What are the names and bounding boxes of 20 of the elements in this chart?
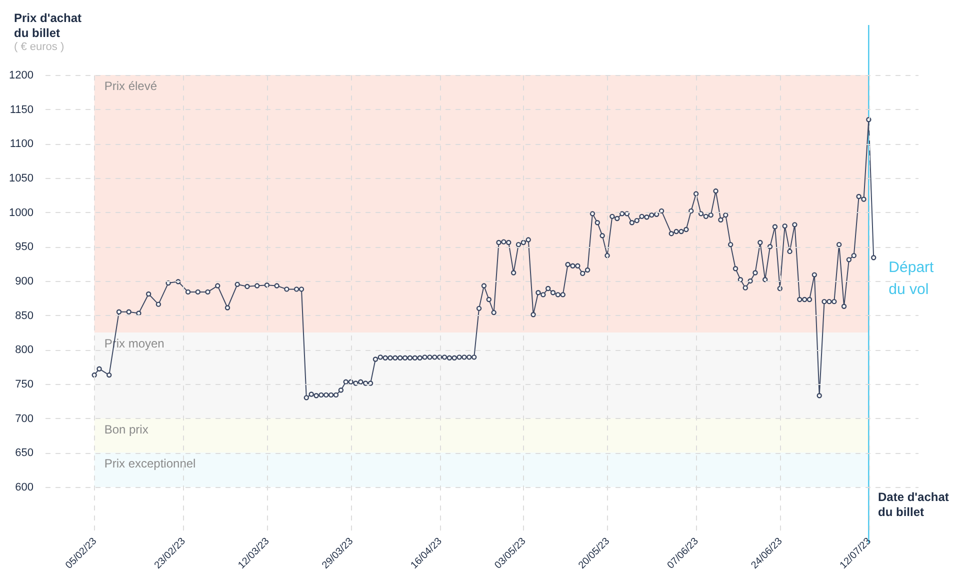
band-label: Prix exceptionnel [104,456,196,471]
y-tick-label: 1150 [10,104,34,116]
y-tick-label: 750 [15,378,34,390]
y-tick-label: 650 [15,447,34,460]
y-tick-label: 1000 [9,206,34,219]
y-axis-title: Prix d'achat du billet [14,11,82,40]
y-tick-label: 1100 [10,138,34,150]
y-tick-label: 850 [15,310,34,322]
y-tick-label: 700 [15,412,34,425]
y-tick-label: 1050 [9,172,34,184]
x-axis-title: Date d'achat du billet [878,490,949,519]
y-tick-label: 900 [15,275,34,288]
y-tick-label: 1200 [9,70,34,82]
band-label: Prix élevé [104,79,158,93]
y-tick-label: 950 [15,241,34,254]
y-tick-label: 600 [15,481,34,494]
text: ( € euros ) [14,41,64,53]
ref-line-label: Départ du vol [888,259,935,298]
y-tick-label: 800 [15,344,34,356]
band-label: Bon prix [104,422,148,436]
